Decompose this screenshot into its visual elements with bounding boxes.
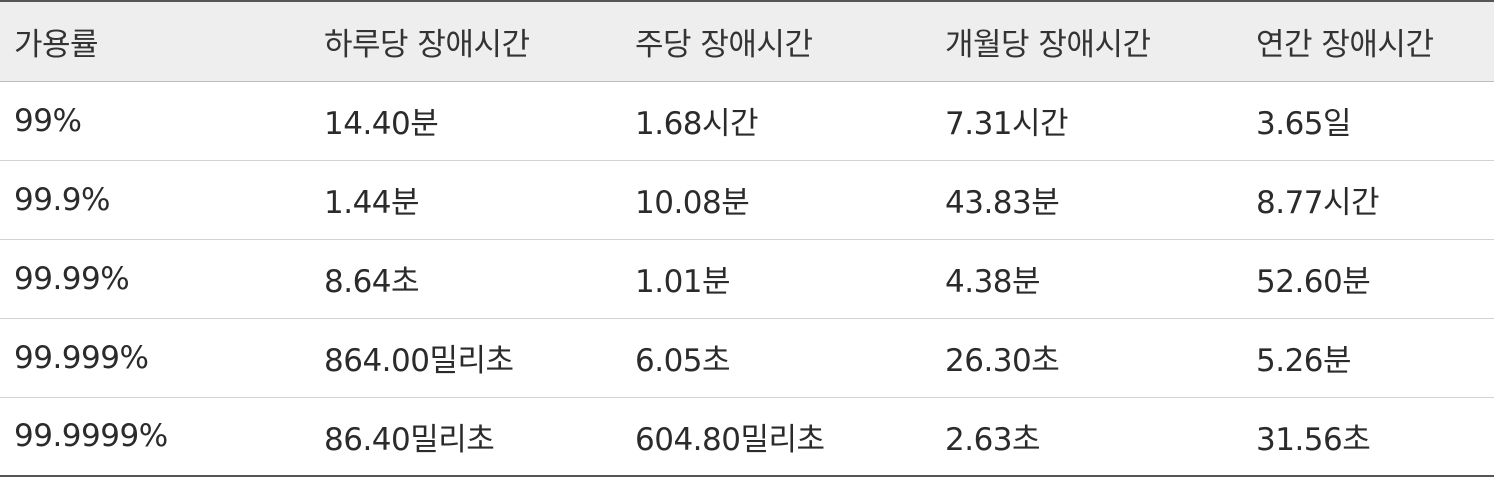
cell-downtime-per-day: 86.40밀리초 [310, 397, 621, 477]
cell-downtime-per-week: 10.08분 [621, 160, 931, 240]
cell-availability: 99.999% [0, 318, 310, 398]
cell-availability: 99.99% [0, 239, 310, 319]
cell-downtime-per-day: 864.00밀리초 [310, 318, 621, 398]
table-row: 99.9999% 86.40밀리초 604.80밀리초 2.63초 31.56초 [0, 397, 1494, 477]
cell-downtime-per-day: 14.40분 [310, 81, 621, 161]
cell-downtime-per-week: 1.68시간 [621, 81, 931, 161]
cell-downtime-per-year: 8.77시간 [1242, 160, 1494, 240]
cell-downtime-per-day: 1.44분 [310, 160, 621, 240]
cell-downtime-per-month: 43.83분 [931, 160, 1242, 240]
cell-availability: 99.9999% [0, 397, 310, 477]
table-row: 99% 14.40분 1.68시간 7.31시간 3.65일 [0, 81, 1494, 161]
cell-downtime-per-year: 5.26분 [1242, 318, 1494, 398]
cell-downtime-per-day: 8.64초 [310, 239, 621, 319]
table-row: 99.999% 864.00밀리초 6.05초 26.30초 5.26분 [0, 318, 1494, 398]
cell-downtime-per-year: 52.60분 [1242, 239, 1494, 319]
header-downtime-per-year: 연간 장애시간 [1242, 0, 1494, 82]
cell-downtime-per-week: 604.80밀리초 [621, 397, 931, 477]
header-downtime-per-day: 하루당 장애시간 [310, 0, 621, 82]
cell-downtime-per-month: 2.63초 [931, 397, 1242, 477]
cell-downtime-per-year: 3.65일 [1242, 81, 1494, 161]
header-downtime-per-month: 개월당 장애시간 [931, 0, 1242, 82]
table-row: 99.99% 8.64초 1.01분 4.38분 52.60분 [0, 239, 1494, 319]
cell-downtime-per-week: 6.05초 [621, 318, 931, 398]
cell-downtime-per-month: 4.38분 [931, 239, 1242, 319]
header-availability: 가용률 [0, 0, 310, 82]
cell-downtime-per-month: 26.30초 [931, 318, 1242, 398]
header-downtime-per-week: 주당 장애시간 [621, 0, 931, 82]
cell-availability: 99% [0, 81, 310, 161]
cell-availability: 99.9% [0, 160, 310, 240]
cell-downtime-per-month: 7.31시간 [931, 81, 1242, 161]
cell-downtime-per-week: 1.01분 [621, 239, 931, 319]
table-row: 99.9% 1.44분 10.08분 43.83분 8.77시간 [0, 160, 1494, 240]
table-header-row: 가용률 하루당 장애시간 주당 장애시간 개월당 장애시간 연간 장애시간 [0, 0, 1494, 82]
cell-downtime-per-year: 31.56초 [1242, 397, 1494, 477]
